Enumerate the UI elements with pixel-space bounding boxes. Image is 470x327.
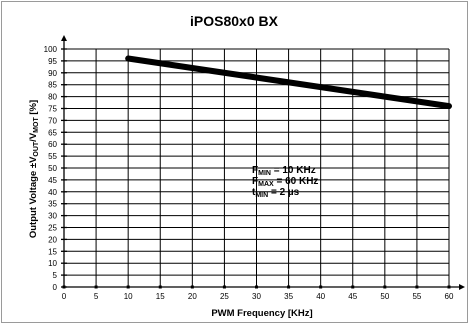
x-tick-label: 10 xyxy=(124,292,133,301)
x-tick-label: 20 xyxy=(188,292,197,301)
x-tick-mark xyxy=(255,285,258,289)
y-tick-label: 30 xyxy=(48,212,57,221)
y-tick-labels: 0 5 10 15 20 25 30 35 40 45 50 55 60 65 70 75 80 85 90 95 10… xyxy=(44,45,58,292)
y-axis-arrow xyxy=(61,35,67,41)
y-tick-label: 95 xyxy=(48,57,57,66)
x-tick-label: 15 xyxy=(156,292,165,301)
x-tick-label: 5 xyxy=(94,292,99,301)
series-line xyxy=(125,55,452,110)
x-tick-label: 25 xyxy=(220,292,229,301)
x-tick-mark xyxy=(351,285,355,289)
annotation-base: t xyxy=(252,187,256,198)
x-tick-label: 40 xyxy=(316,292,325,301)
x-tick-mark xyxy=(319,285,323,289)
y-tick-label: 75 xyxy=(48,105,57,114)
y-tick-label: 90 xyxy=(48,69,57,78)
x-tick-mark xyxy=(158,285,162,289)
x-tick-label: 55 xyxy=(412,292,421,301)
y-tick-label: 15 xyxy=(48,247,57,256)
y-tick-label: 45 xyxy=(48,176,57,185)
annotation-base: F xyxy=(252,165,258,176)
x-axis-label: PWM Frequency [KHz] xyxy=(211,308,312,319)
y-tick-label: 55 xyxy=(48,152,57,161)
annotation-line: FMIN = 10 KHz xyxy=(252,165,316,177)
axes xyxy=(61,35,465,290)
y-tick-label: 35 xyxy=(48,200,57,209)
y-tick-label: 40 xyxy=(48,188,57,197)
annotation-line: FMAX = 60 KHz xyxy=(252,176,318,188)
chart-frame: iPOS80x0 BX 0 5 10 15 20 25 30 35 40 45 50 55 60 0 5 1… xyxy=(1,1,468,323)
x-tick-mark xyxy=(126,285,130,289)
y-tick-label: 80 xyxy=(48,93,57,102)
y-label-part3: [%] xyxy=(28,100,39,117)
y-tick-label: 20 xyxy=(48,235,57,244)
x-tick-labels: 0 5 10 15 20 25 30 35 40 45 50 55 60 xyxy=(62,292,454,301)
y-tick-label: 65 xyxy=(48,128,57,137)
y-tick-label: 60 xyxy=(48,140,57,149)
annotation-sub: MAX xyxy=(258,181,274,188)
y-label-sub2: MOT xyxy=(33,117,40,133)
x-tick-mark xyxy=(447,285,451,289)
y-tick-label: 50 xyxy=(48,164,57,173)
annotation-value: = 10 KHz xyxy=(271,165,316,176)
chart-title: iPOS80x0 BX xyxy=(190,13,279,29)
x-tick-label: 30 xyxy=(252,292,261,301)
annotation-value: = 2 µs xyxy=(268,187,299,198)
annotation-sub: MIN xyxy=(255,192,268,199)
annotation-sub: MIN xyxy=(258,170,271,177)
x-tick-label: 35 xyxy=(284,292,293,301)
y-tick-label: 5 xyxy=(53,271,58,280)
y-tick-label: 85 xyxy=(48,81,57,90)
x-tick-mark xyxy=(190,285,194,289)
y-label-part2: /V xyxy=(28,132,39,142)
y-tick-label: 100 xyxy=(44,45,58,54)
x-tick-mark xyxy=(415,285,419,289)
y-tick-label: 0 xyxy=(53,283,58,292)
annotation-base: F xyxy=(252,176,258,187)
annotation-value: = 60 KHz xyxy=(274,176,319,187)
y-label-part1: Output Voltage ±V xyxy=(28,156,39,238)
x-axis-arrow xyxy=(459,284,465,290)
series xyxy=(125,55,452,110)
x-tick-label: 60 xyxy=(445,292,454,301)
x-tick-mark xyxy=(222,285,226,289)
y-tick-label: 10 xyxy=(48,259,57,268)
x-tick-label: 45 xyxy=(348,292,357,301)
y-label-sub1: OUT xyxy=(33,141,40,157)
x-tick-label: 0 xyxy=(62,292,67,301)
x-tick-mark xyxy=(383,285,387,289)
annotation-line: tMIN = 2 µs xyxy=(252,187,300,199)
x-tick-mark xyxy=(94,285,98,289)
y-axis-label: Output Voltage ±VOUT/VMOT [%] xyxy=(28,100,40,238)
y-tick-label: 25 xyxy=(48,224,57,233)
x-tick-mark xyxy=(287,285,291,289)
x-tick-label: 50 xyxy=(380,292,389,301)
y-tick-label: 70 xyxy=(48,116,57,125)
